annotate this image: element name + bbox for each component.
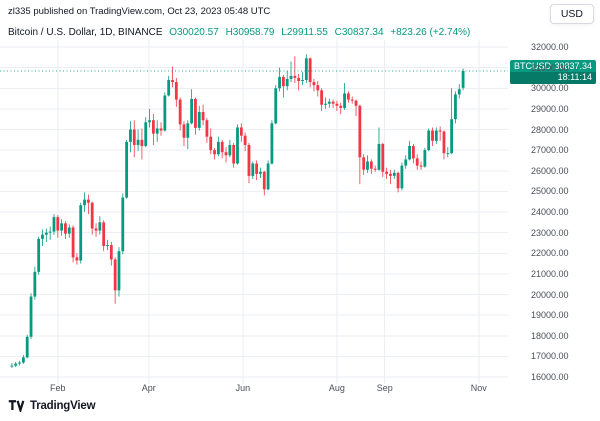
ohlc-close: C30837.34 bbox=[334, 27, 384, 38]
last-price-symbol: BTCUSD bbox=[514, 60, 552, 71]
chart-canvas[interactable] bbox=[0, 40, 508, 392]
time-axis-label: Apr bbox=[141, 383, 156, 393]
time-axis-label: Nov bbox=[470, 383, 487, 393]
tradingview-logo-icon bbox=[8, 400, 25, 412]
ohlc-change: +823.26 (+2.74%) bbox=[390, 27, 471, 38]
bar-countdown: 18:11:14 bbox=[510, 71, 596, 84]
time-axis-label: Jun bbox=[235, 383, 251, 393]
price-axis-label: 20000.00 bbox=[531, 289, 569, 300]
last-price-label: BTCUSD 30837.34 18:11:14 bbox=[510, 59, 596, 84]
price-axis-label: 25000.00 bbox=[531, 186, 569, 197]
price-axis: BTCUSD 30837.34 18:11:14 32000.00 31000.0… bbox=[508, 40, 600, 392]
tradingview-wordmark: TradingView bbox=[30, 399, 96, 412]
time-axis-label: Aug bbox=[328, 383, 345, 393]
attribution-text: zl335 published on TradingView.com, Oct … bbox=[8, 6, 271, 17]
price-axis-label: 29000.00 bbox=[531, 103, 569, 114]
ohlc-low: L29911.55 bbox=[281, 27, 328, 38]
symbol-title: Bitcoin / U.S. Dollar, 1D, BINANCE bbox=[8, 27, 163, 38]
price-axis-label: 17000.00 bbox=[531, 351, 569, 362]
currency-button[interactable]: USD bbox=[549, 4, 594, 24]
price-axis-label: 23000.00 bbox=[531, 227, 569, 238]
ohlc-open: O30020.57 bbox=[169, 27, 219, 38]
price-axis-label: 24000.00 bbox=[531, 207, 569, 217]
price-axis-label: 26000.00 bbox=[531, 165, 569, 176]
symbol-legend: Bitcoin / U.S. Dollar, 1D, BINANCE O3002… bbox=[8, 27, 470, 38]
price-axis-label: 18000.00 bbox=[531, 330, 569, 341]
price-axis-label: 21000.00 bbox=[531, 268, 569, 279]
price-axis-label: 30000.00 bbox=[531, 83, 569, 94]
time-axis: Feb Apr Jun Aug Sep Nov bbox=[0, 383, 508, 396]
tradingview-logo-link[interactable]: TradingView bbox=[8, 399, 96, 412]
last-price-value: 30837.34 bbox=[554, 60, 592, 71]
price-axis-label: 31000.00 bbox=[531, 62, 569, 73]
price-axis-label: 27000.00 bbox=[531, 145, 569, 156]
price-axis-label: 28000.00 bbox=[531, 124, 569, 135]
time-axis-label: Feb bbox=[50, 383, 66, 393]
price-axis-label: 19000.00 bbox=[531, 310, 569, 321]
price-axis-label: 16000.00 bbox=[531, 372, 569, 382]
price-axis-label: 32000.00 bbox=[531, 42, 569, 52]
time-axis-label: Sep bbox=[376, 383, 393, 393]
ohlc-high: H30958.79 bbox=[225, 27, 275, 38]
price-axis-label: 22000.00 bbox=[531, 248, 569, 259]
